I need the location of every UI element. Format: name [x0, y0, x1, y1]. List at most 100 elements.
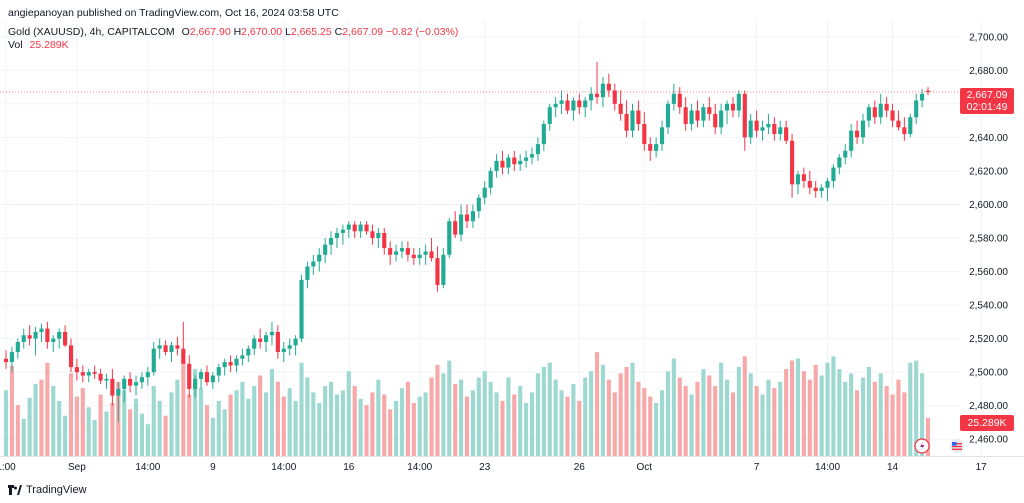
x-tick-label: 1:00	[0, 462, 16, 473]
x-tick-label: 17	[976, 462, 988, 473]
candle-body	[459, 214, 464, 235]
candle-body	[801, 174, 806, 181]
volume-bar	[86, 407, 91, 456]
candle-body	[529, 154, 535, 158]
x-tick-label: 14:00	[135, 462, 160, 473]
volume-bar	[789, 360, 795, 456]
close-label: C	[334, 26, 343, 38]
volume-bar	[417, 396, 422, 456]
candle-body	[754, 120, 759, 131]
volume-bar	[110, 403, 115, 456]
y-tick-label: 2,700.00	[969, 32, 1008, 43]
candle-body	[187, 363, 192, 389]
volume-bar	[352, 386, 357, 456]
volume-bar	[902, 392, 907, 456]
candle-body	[606, 83, 611, 91]
candle-body	[210, 375, 215, 383]
candle-body	[388, 248, 393, 255]
volume-bar	[358, 398, 363, 456]
volume-bar	[500, 400, 505, 456]
candle-body	[453, 221, 458, 235]
volume-bar	[713, 386, 718, 456]
candle-body	[577, 100, 582, 108]
volume-bar	[423, 392, 428, 456]
candle-body	[512, 157, 517, 165]
x-tick-label: 14:00	[271, 462, 296, 473]
volume-bar	[459, 379, 464, 456]
volume-bar	[860, 377, 866, 456]
close-value: 2,667.09	[342, 26, 384, 38]
volume-bar	[535, 373, 540, 456]
volume-bar	[878, 373, 883, 456]
volume-value: 25.289K	[29, 39, 69, 51]
candle-body	[648, 144, 653, 151]
candle-body	[896, 120, 901, 128]
volume-bar	[571, 383, 576, 456]
symbol-legend[interactable]: Gold (XAUUSD), 4h, CAPITALCOM O2,667.90 …	[8, 26, 458, 38]
x-tick-label: 23	[479, 462, 491, 473]
last-price-label: 2,667.09 02:01:49	[960, 88, 1014, 114]
volume-bar	[399, 388, 405, 456]
volume-bar	[228, 394, 233, 456]
high-label: H	[233, 26, 242, 38]
candle-body	[399, 248, 405, 252]
volume-bar	[317, 403, 322, 456]
us-flag-icon[interactable]	[950, 439, 964, 453]
candle-body	[920, 93, 925, 101]
volume-bar	[506, 377, 511, 456]
symbol-title[interactable]: Gold (XAUUSD), 4h, CAPITALCOM	[8, 26, 175, 38]
candle-body	[547, 107, 552, 124]
candle-body	[813, 187, 818, 192]
candle-body	[269, 331, 275, 336]
volume-bar	[748, 373, 753, 456]
volume-bar	[855, 390, 860, 456]
candle-body	[659, 127, 665, 145]
volume-bar	[529, 392, 535, 456]
volume-bar	[837, 369, 842, 456]
candle-body	[157, 345, 162, 349]
candle-body	[819, 187, 824, 192]
volume-bar	[98, 394, 103, 456]
volume-bar	[778, 381, 783, 456]
volume-bar	[281, 396, 286, 456]
volume-bar	[736, 366, 741, 456]
volume-legend[interactable]: Vol 25.289K	[8, 39, 69, 51]
volume-bar	[719, 362, 724, 456]
candle-body	[589, 93, 594, 101]
candle-body	[535, 144, 540, 155]
candle-body	[193, 378, 198, 389]
candle-body	[104, 378, 109, 381]
volume-bar	[21, 418, 26, 456]
volume-bar	[512, 394, 517, 456]
candle-body	[789, 140, 795, 185]
candle-body	[252, 338, 257, 349]
candle-body	[713, 113, 718, 128]
candle-body	[760, 127, 765, 131]
candle-body	[494, 160, 499, 171]
volume-bar	[252, 386, 257, 456]
price-axis[interactable]: 2,460.00 2,480.00 2,500.00 2,520.00 2,540.00…	[969, 32, 1008, 445]
candle-body	[181, 348, 186, 364]
candle-body	[855, 130, 860, 138]
candle-body	[571, 100, 576, 111]
volume-bar	[559, 390, 564, 456]
volume-bar	[128, 409, 133, 456]
volume-bar	[33, 383, 38, 456]
candle-body	[707, 107, 712, 114]
y-tick-label: 2,460.00	[969, 435, 1008, 446]
flash-icon[interactable]	[914, 438, 930, 454]
volume-bar	[9, 365, 14, 456]
candle-body	[122, 378, 127, 389]
candle-body	[21, 335, 26, 342]
tradingview-logo[interactable]: TradingView	[8, 484, 87, 496]
volume-bar	[872, 381, 877, 456]
candle-body	[594, 93, 600, 98]
volume-bar	[920, 373, 925, 456]
published-by-line: angiepanoyan published on TradingView.co…	[8, 7, 339, 19]
time-axis[interactable]: 1:00 Sep 14:00 9 14:00 16 14:00 23 26 Oct 7 14:00 14…	[0, 462, 987, 473]
candle-body	[222, 362, 227, 368]
volume-bar	[594, 352, 600, 456]
volume-bar	[541, 366, 546, 456]
volume-bar	[482, 371, 487, 456]
